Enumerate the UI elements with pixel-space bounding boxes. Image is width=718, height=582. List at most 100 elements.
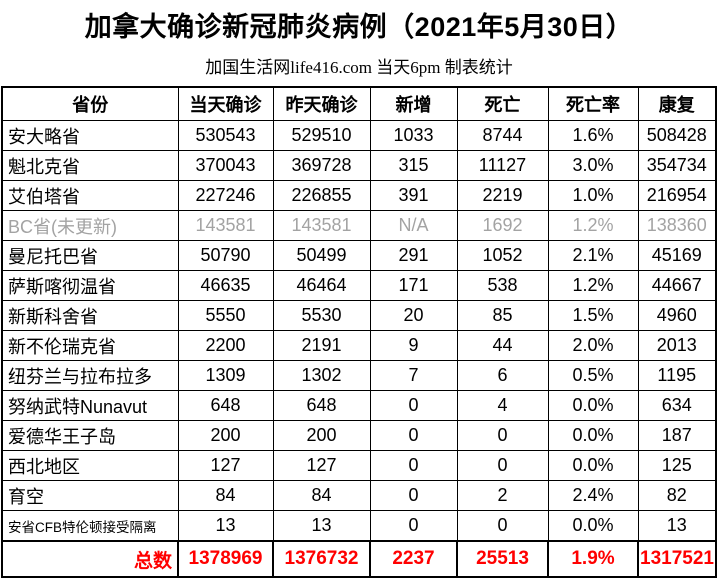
table-row: 魁北克省 370043 369728 315 11127 3.0% 354734 bbox=[1, 150, 717, 181]
total-value-0: 1378969 bbox=[177, 540, 274, 578]
value-cell-1: 1302 bbox=[272, 360, 371, 391]
table-row: 努纳武特Nunavut 648 648 0 4 0.0% 634 bbox=[1, 390, 717, 421]
value-cell-0: 227246 bbox=[177, 180, 274, 211]
value-cell-3: 0 bbox=[456, 510, 549, 542]
value-cell-5: 82 bbox=[637, 480, 717, 511]
value-cell-0: 1309 bbox=[177, 360, 274, 391]
header-cell-3: 新增 bbox=[369, 86, 458, 121]
value-cell-1: 2191 bbox=[272, 330, 371, 361]
value-cell-3: 4 bbox=[456, 390, 549, 421]
province-cell: BC省(未更新) bbox=[1, 210, 179, 241]
value-cell-0: 143581 bbox=[177, 210, 274, 241]
header-cell-6: 康复 bbox=[637, 86, 717, 121]
value-cell-0: 648 bbox=[177, 390, 274, 421]
province-cell: 安大略省 bbox=[1, 120, 179, 151]
value-cell-1: 369728 bbox=[272, 150, 371, 181]
value-cell-3: 2 bbox=[456, 480, 549, 511]
value-cell-5: 45169 bbox=[637, 240, 717, 271]
page-title: 加拿大确诊新冠肺炎病例（2021年5月30日） bbox=[84, 12, 634, 42]
header-cell-2: 昨天确诊 bbox=[272, 86, 371, 121]
total-value-4: 1.9% bbox=[547, 540, 639, 578]
province-cell: 新斯科舍省 bbox=[1, 300, 179, 331]
value-cell-0: 13 bbox=[177, 510, 274, 542]
table-row: 新斯科舍省 5550 5530 20 85 1.5% 4960 bbox=[1, 300, 717, 331]
total-value-5: 1317521 bbox=[637, 540, 717, 578]
value-cell-2: 0 bbox=[369, 450, 458, 481]
value-cell-2: N/A bbox=[369, 210, 458, 241]
value-cell-4: 1.2% bbox=[547, 210, 639, 241]
value-cell-4: 1.5% bbox=[547, 300, 639, 331]
value-cell-2: 9 bbox=[369, 330, 458, 361]
value-cell-0: 2200 bbox=[177, 330, 274, 361]
value-cell-1: 529510 bbox=[272, 120, 371, 151]
province-cell: 萨斯喀彻温省 bbox=[1, 270, 179, 301]
value-cell-3: 44 bbox=[456, 330, 549, 361]
value-cell-3: 11127 bbox=[456, 150, 549, 181]
header-row: 省份 当天确诊 昨天确诊 新增 死亡 死亡率 康复 bbox=[1, 86, 717, 121]
table-row: BC省(未更新) 143581 143581 N/A 1692 1.2% 138360 bbox=[1, 210, 717, 241]
value-cell-2: 0 bbox=[369, 420, 458, 451]
value-cell-0: 46635 bbox=[177, 270, 274, 301]
province-cell: 魁北克省 bbox=[1, 150, 179, 181]
value-cell-4: 3.0% bbox=[547, 150, 639, 181]
value-cell-2: 0 bbox=[369, 390, 458, 421]
value-cell-0: 530543 bbox=[177, 120, 274, 151]
value-cell-2: 291 bbox=[369, 240, 458, 271]
value-cell-1: 143581 bbox=[272, 210, 371, 241]
table-row: 安大略省 530543 529510 1033 8744 1.6% 508428 bbox=[1, 120, 717, 151]
table-body: 安大略省 530543 529510 1033 8744 1.6% 508428 魁北克省 37… bbox=[1, 120, 717, 578]
value-cell-5: 125 bbox=[637, 450, 717, 481]
province-cell: 艾伯塔省 bbox=[1, 180, 179, 211]
value-cell-3: 2219 bbox=[456, 180, 549, 211]
value-cell-1: 226855 bbox=[272, 180, 371, 211]
value-cell-1: 648 bbox=[272, 390, 371, 421]
value-cell-4: 1.0% bbox=[547, 180, 639, 211]
table-row: 西北地区 127 127 0 0 0.0% 125 bbox=[1, 450, 717, 481]
value-cell-5: 508428 bbox=[637, 120, 717, 151]
value-cell-1: 84 bbox=[272, 480, 371, 511]
value-cell-1: 200 bbox=[272, 420, 371, 451]
value-cell-5: 2013 bbox=[637, 330, 717, 361]
table-row: 萨斯喀彻温省 46635 46464 171 538 1.2% 44667 bbox=[1, 270, 717, 301]
header-cell-4: 死亡 bbox=[456, 86, 549, 121]
total-value-2: 2237 bbox=[369, 540, 458, 578]
value-cell-5: 1195 bbox=[637, 360, 717, 391]
value-cell-4: 0.0% bbox=[547, 420, 639, 451]
value-cell-2: 315 bbox=[369, 150, 458, 181]
value-cell-5: 4960 bbox=[637, 300, 717, 331]
value-cell-4: 0.0% bbox=[547, 510, 639, 542]
value-cell-0: 84 bbox=[177, 480, 274, 511]
value-cell-1: 13 bbox=[272, 510, 371, 542]
table-row: 新不伦瑞克省 2200 2191 9 44 2.0% 2013 bbox=[1, 330, 717, 361]
value-cell-5: 138360 bbox=[637, 210, 717, 241]
value-cell-3: 85 bbox=[456, 300, 549, 331]
header-cell-5: 死亡率 bbox=[547, 86, 639, 121]
header-cell-1: 当天确诊 bbox=[177, 86, 274, 121]
province-cell: 努纳武特Nunavut bbox=[1, 390, 179, 421]
value-cell-0: 370043 bbox=[177, 150, 274, 181]
value-cell-2: 20 bbox=[369, 300, 458, 331]
table-row: 纽芬兰与拉布拉多 1309 1302 7 6 0.5% 1195 bbox=[1, 360, 717, 391]
value-cell-2: 7 bbox=[369, 360, 458, 391]
value-cell-4: 2.4% bbox=[547, 480, 639, 511]
value-cell-3: 1692 bbox=[456, 210, 549, 241]
covid-cases-table: 省份 当天确诊 昨天确诊 新增 死亡 死亡率 康复 安大略省 530543 529510 1033… bbox=[1, 86, 717, 578]
value-cell-3: 0 bbox=[456, 420, 549, 451]
table-row: 育空 84 84 0 2 2.4% 82 bbox=[1, 480, 717, 511]
value-cell-4: 1.2% bbox=[547, 270, 639, 301]
value-cell-4: 2.1% bbox=[547, 240, 639, 271]
value-cell-3: 538 bbox=[456, 270, 549, 301]
total-value-3: 25513 bbox=[456, 540, 549, 578]
province-cell: 安省CFB特伦顿接受隔离 bbox=[1, 510, 179, 542]
value-cell-5: 354734 bbox=[637, 150, 717, 181]
value-cell-2: 0 bbox=[369, 480, 458, 511]
value-cell-1: 50499 bbox=[272, 240, 371, 271]
province-cell: 育空 bbox=[1, 480, 179, 511]
table-row: 艾伯塔省 227246 226855 391 2219 1.0% 216954 bbox=[1, 180, 717, 211]
table-header: 省份 当天确诊 昨天确诊 新增 死亡 死亡率 康复 bbox=[1, 86, 717, 121]
value-cell-1: 127 bbox=[272, 450, 371, 481]
table-row: 爱德华王子岛 200 200 0 0 0.0% 187 bbox=[1, 420, 717, 451]
province-cell: 爱德华王子岛 bbox=[1, 420, 179, 451]
value-cell-4: 0.5% bbox=[547, 360, 639, 391]
value-cell-0: 127 bbox=[177, 450, 274, 481]
